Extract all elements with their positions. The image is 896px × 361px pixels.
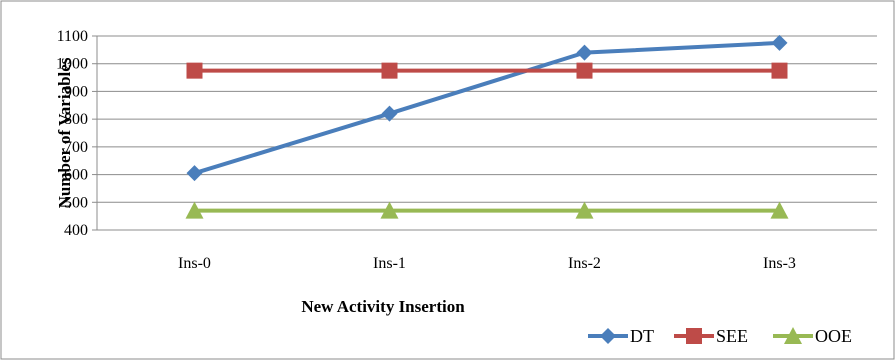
legend-item: SEE	[674, 326, 748, 346]
data-point	[576, 62, 593, 79]
x-axis-ticks: Ins-0 Ins-1 Ins-2 Ins-3	[178, 255, 796, 272]
data-point	[575, 201, 594, 219]
legend-label: DT	[630, 326, 654, 346]
y-axis-ticks: 400 500 600 700 800 900 1000 1100	[56, 28, 98, 239]
y-tick-label: 400	[64, 222, 88, 239]
series-see	[186, 62, 788, 79]
y-tick-label: 800	[64, 111, 88, 128]
data-point	[771, 34, 788, 51]
legend-marker	[784, 327, 802, 344]
series-layer	[185, 34, 789, 219]
data-point	[380, 201, 399, 219]
y-tick-label: 700	[64, 139, 88, 156]
data-point	[771, 62, 788, 79]
data-point	[770, 201, 789, 219]
y-tick-label: 1000	[56, 56, 88, 73]
legend-marker	[600, 328, 616, 344]
legend-item: DT	[588, 326, 654, 346]
data-point	[186, 62, 203, 79]
legend-label: OOE	[815, 326, 852, 346]
series-ooe	[185, 201, 789, 219]
data-point	[186, 165, 203, 182]
x-tick-label: Ins-2	[568, 255, 601, 272]
x-tick-label: Ins-1	[373, 255, 406, 272]
legend-label: SEE	[716, 326, 748, 346]
series-line	[193, 40, 780, 176]
data-point	[381, 62, 398, 79]
x-tick-label: Ins-3	[763, 255, 796, 272]
x-axis-title: New Activity Insertion	[301, 297, 465, 316]
data-point	[576, 44, 593, 61]
legend-marker	[686, 328, 702, 344]
data-point	[381, 105, 398, 122]
series-dt	[186, 34, 788, 182]
y-tick-label: 900	[64, 83, 88, 100]
legend: DT SEE OOE	[588, 326, 852, 346]
data-point	[185, 201, 204, 219]
y-tick-label: 500	[64, 194, 88, 211]
x-tick-label: Ins-0	[178, 255, 211, 272]
y-tick-label: 600	[64, 167, 88, 184]
legend-item: OOE	[773, 326, 852, 346]
y-tick-label: 1100	[57, 28, 88, 45]
y-axis-title: Number of Variables	[55, 57, 74, 208]
